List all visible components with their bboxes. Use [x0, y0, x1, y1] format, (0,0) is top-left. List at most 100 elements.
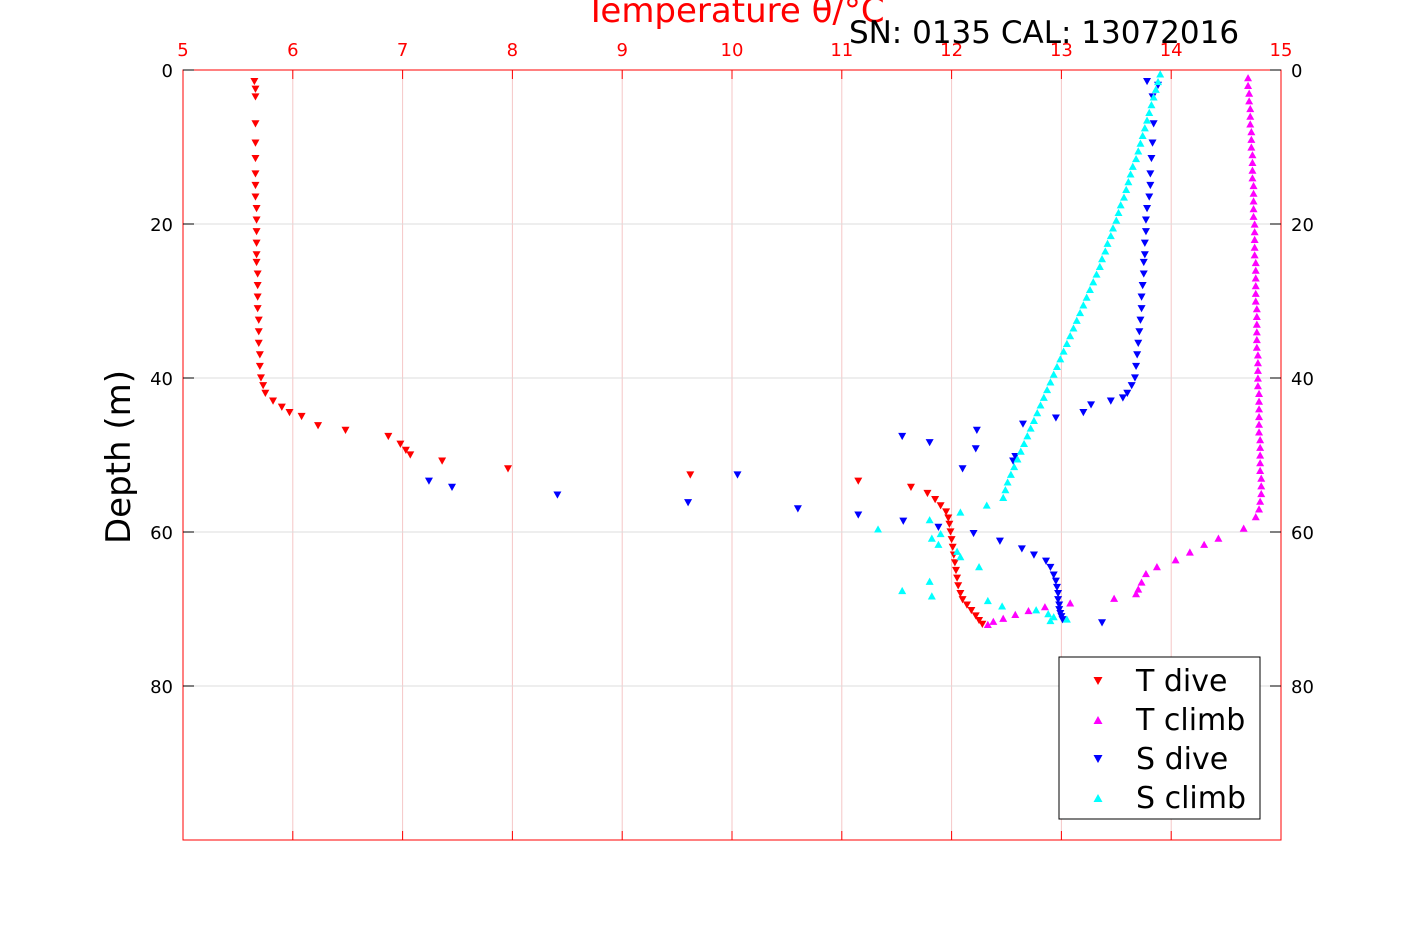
data-point: [1139, 270, 1148, 278]
x-tick-label: 6: [287, 40, 298, 61]
x-tick-label: 9: [616, 40, 627, 61]
data-point: [1106, 231, 1115, 240]
x-tick-label: 14: [1160, 40, 1183, 61]
data-point: [1250, 220, 1259, 228]
data-point: [982, 501, 991, 509]
data-point: [253, 293, 262, 301]
data-point: [1026, 424, 1035, 432]
data-point: [1245, 97, 1254, 105]
x-tick-label: 8: [507, 40, 518, 61]
data-point: [1017, 545, 1026, 553]
data-point: [899, 517, 908, 525]
data-point: [1053, 362, 1062, 371]
data-point: [1076, 308, 1085, 317]
legend: T dive T climb S dive S climb: [1058, 656, 1261, 820]
data-point: [1251, 266, 1260, 274]
data-point: [1253, 366, 1262, 374]
data-point: [854, 511, 863, 519]
data-point: [1139, 258, 1148, 267]
data-point: [1252, 312, 1261, 320]
data-point: [1250, 243, 1259, 251]
data-point: [684, 499, 693, 507]
data-point: [1247, 143, 1256, 151]
data-point: [1095, 262, 1104, 270]
data-point: [1053, 583, 1062, 592]
data-point: [1079, 409, 1088, 417]
data-point: [1042, 557, 1051, 565]
data-point: [253, 305, 262, 313]
data-point: [1046, 616, 1055, 625]
data-point: [251, 170, 260, 178]
data-point: [945, 520, 954, 528]
data-point: [1249, 212, 1258, 220]
data-point: [1147, 101, 1156, 109]
data-point: [1249, 197, 1258, 205]
data-point: [1255, 397, 1264, 405]
data-point: [972, 426, 981, 434]
data-point: [1255, 389, 1264, 397]
data-point: [504, 465, 513, 473]
data-point: [1134, 147, 1143, 155]
data-point: [1255, 412, 1264, 421]
data-point: [1257, 482, 1266, 490]
data-point: [1066, 332, 1075, 340]
data-point: [1098, 255, 1107, 263]
data-point: [1255, 505, 1264, 513]
data-point: [1112, 216, 1121, 224]
data-point: [1253, 359, 1262, 367]
data-point: [1146, 181, 1155, 190]
data-point: [1122, 185, 1131, 193]
data-point: [1251, 513, 1260, 521]
x-tick-label: 12: [940, 40, 963, 61]
data-point: [1054, 596, 1063, 604]
data-point: [898, 586, 907, 595]
data-point: [956, 508, 965, 516]
data-point: [1134, 339, 1143, 347]
data-point: [254, 316, 263, 324]
data-point: [1135, 328, 1144, 336]
data-point: [989, 617, 998, 625]
series-layer: [250, 70, 1266, 628]
data-point: [1130, 374, 1139, 382]
data-point: [927, 534, 936, 542]
y-tick-label-right: 60: [1291, 523, 1314, 544]
data-point: [1252, 305, 1261, 313]
data-point: [1024, 606, 1033, 615]
data-point: [1006, 470, 1015, 478]
data-point: [251, 139, 260, 147]
x-tick-label: 11: [830, 40, 853, 61]
data-point: [1055, 601, 1064, 609]
data-point: [934, 523, 943, 531]
data-point: [1143, 205, 1152, 213]
y-tick-label-right: 20: [1291, 215, 1314, 236]
data-point: [1089, 278, 1098, 286]
data-point: [969, 529, 978, 538]
x-tick-label: 5: [177, 40, 188, 61]
data-point: [983, 620, 992, 628]
data-point: [925, 439, 934, 447]
legend-label: T climb: [1135, 703, 1245, 738]
data-point: [285, 409, 294, 417]
data-point: [448, 483, 457, 491]
data-point: [1151, 85, 1160, 93]
data-point: [1032, 606, 1041, 614]
x-tick-label: 15: [1270, 40, 1293, 61]
data-point: [1136, 316, 1145, 324]
y-tick-label-right: 40: [1291, 369, 1314, 390]
data-point: [1092, 270, 1101, 278]
series-s-dive: [424, 77, 1163, 627]
data-point: [1143, 116, 1152, 124]
legend-box: [1058, 656, 1261, 820]
data-point: [1251, 282, 1260, 290]
legend-label: T dive: [1135, 664, 1227, 699]
data-point: [971, 445, 980, 453]
data-point: [1124, 178, 1133, 186]
data-point: [1128, 162, 1137, 170]
data-point: [951, 566, 960, 575]
legend-marker: [1093, 676, 1103, 686]
y-tick-label-left: 80: [150, 677, 173, 698]
data-point: [253, 282, 262, 290]
data-point: [1256, 436, 1265, 444]
data-point: [1132, 362, 1141, 371]
data-point: [1251, 297, 1260, 305]
